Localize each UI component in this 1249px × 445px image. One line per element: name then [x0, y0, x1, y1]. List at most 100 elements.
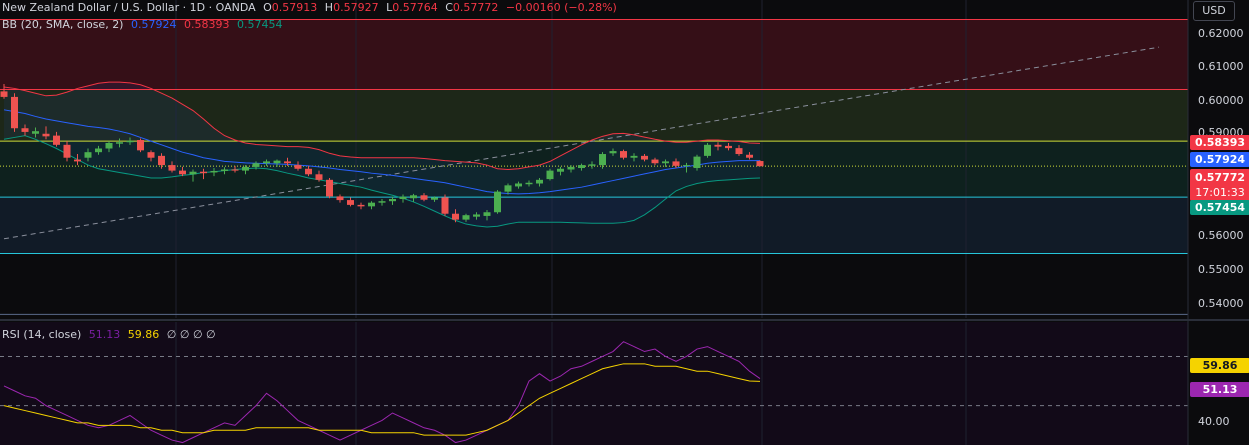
candle-body: [273, 160, 281, 164]
candle-body: [126, 140, 134, 143]
candle-body: [609, 151, 617, 154]
candle-body: [410, 195, 417, 199]
candle-body: [21, 128, 29, 132]
rsi-line: [3, 341, 761, 444]
bb-lower-badge: 0.57454: [1190, 200, 1249, 215]
candle-body: [693, 156, 701, 169]
last-price-value: 0.57772: [1194, 171, 1246, 184]
candle-body: [116, 142, 123, 144]
candle-body: [599, 154, 606, 166]
rsi-tick: 40.00: [1198, 415, 1230, 428]
bb-upper-badge: 0.58393: [1190, 135, 1249, 150]
candle-body: [326, 179, 333, 197]
bb-band-fill: [4, 82, 760, 227]
candle-body: [179, 170, 186, 175]
candle-body: [368, 202, 375, 207]
price-tick: 0.60000: [1198, 94, 1244, 107]
candle-body: [42, 133, 50, 137]
candle-body: [315, 174, 323, 180]
rsi-label: RSI (14, close): [2, 328, 82, 341]
bb-lower-value: 0.57454: [236, 18, 283, 31]
zone-olive: [0, 89, 1188, 142]
rsi-value: 51.13: [88, 328, 121, 341]
candle-body: [494, 191, 501, 213]
zone-blue: [0, 197, 1188, 254]
candle-body: [756, 161, 764, 167]
candle-body: [567, 166, 575, 170]
candle-body: [389, 198, 396, 202]
candle-body: [662, 161, 669, 164]
candle-body: [473, 214, 480, 217]
candle-body: [378, 201, 386, 203]
candle-body: [137, 140, 144, 151]
bb-legend[interactable]: BB (20, SMA, close, 2) 0.57924 0.58393 0…: [2, 18, 286, 32]
candle-body: [641, 155, 648, 160]
zone-red: [0, 19, 1188, 90]
candle-body: [158, 155, 165, 166]
rsi-ma-value: 59.86: [127, 328, 160, 341]
candle-body: [284, 161, 291, 164]
candle-body: [357, 204, 365, 207]
low-label: L: [386, 1, 393, 14]
candle-body: [557, 168, 564, 172]
candle-body: [578, 165, 585, 169]
candle-body: [84, 152, 92, 158]
candle-body: [441, 197, 449, 214]
zone-teal: [0, 141, 1188, 198]
candle-body: [105, 142, 113, 149]
candle-body: [504, 185, 512, 192]
candle-body: [0, 91, 8, 97]
candle-body: [420, 195, 428, 200]
high-label: H: [324, 1, 334, 14]
candle-body: [546, 170, 554, 180]
candle-body: [147, 152, 155, 158]
rsi-ma-line: [3, 363, 761, 436]
candle-body: [746, 154, 753, 158]
candle-body: [672, 161, 680, 166]
candle-body: [683, 165, 690, 167]
candle-body: [252, 163, 260, 167]
candle-body: [231, 169, 239, 171]
bb-basis-line: [3, 109, 760, 195]
candle-body: [294, 165, 302, 169]
candle-body: [588, 164, 596, 166]
bb-basis-value: 0.57924: [130, 18, 177, 31]
candle-body: [630, 155, 638, 158]
currency-button[interactable]: USD: [1193, 1, 1235, 21]
open-value: 0.57913: [271, 1, 318, 14]
bb-upper-line: [3, 81, 761, 171]
bb-lower-line: [3, 135, 761, 228]
rsi-legend[interactable]: RSI (14, close) 51.13 59.86 ∅ ∅ ∅ ∅: [2, 328, 220, 342]
candle-body: [263, 161, 270, 164]
candle-body: [431, 197, 438, 200]
high-value: 0.57927: [333, 1, 379, 14]
candle-body: [714, 144, 722, 147]
symbol-legend: New Zealand Dollar / U.S. Dollar · 1D · …: [2, 1, 621, 15]
candle-body: [399, 196, 407, 199]
candle-body: [32, 131, 39, 134]
candle-body: [168, 165, 176, 171]
candle-body: [347, 200, 354, 205]
candle-body: [53, 135, 60, 145]
candle-body: [536, 179, 543, 184]
candle-body: [242, 166, 249, 171]
price-tick: 0.62000: [1198, 27, 1244, 40]
last-price-badge: 0.57772 17:01:33: [1190, 169, 1249, 201]
price-tick: 0.55000: [1198, 263, 1244, 276]
rsi-extra-values: ∅ ∅ ∅ ∅: [166, 328, 216, 341]
candle-body: [462, 215, 470, 220]
candle-body: [452, 213, 459, 220]
candle-body: [704, 144, 711, 156]
close-value: 0.57772: [452, 1, 499, 14]
candle-body: [200, 171, 207, 174]
bar-countdown: 17:01:33: [1195, 186, 1245, 199]
candle-body: [735, 148, 743, 155]
candle-body: [74, 159, 81, 162]
bb-upper-value: 0.58393: [183, 18, 230, 31]
candle-body: [305, 168, 312, 175]
candle-body: [515, 183, 522, 187]
rsi-badge: 51.13: [1190, 382, 1249, 397]
candle-body: [210, 170, 218, 173]
price-tick: 0.54000: [1198, 297, 1244, 310]
